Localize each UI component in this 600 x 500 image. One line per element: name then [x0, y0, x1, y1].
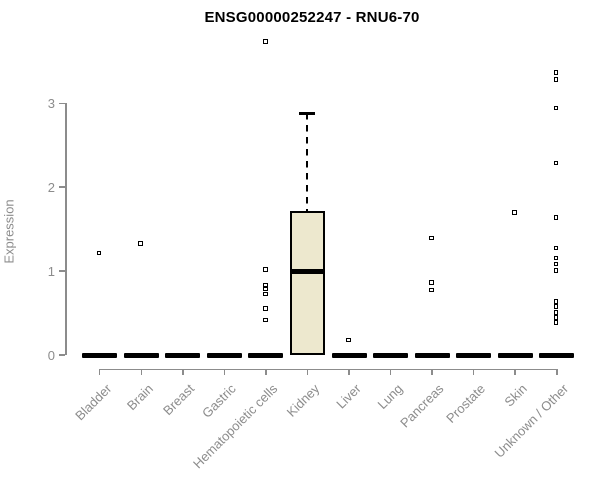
outlier-point: [429, 287, 434, 293]
y-tick-label: 1: [47, 263, 55, 279]
x-category-label: Brain: [123, 381, 156, 414]
y-axis-tick: [59, 186, 65, 188]
outlier-point: [263, 317, 268, 323]
flat-box-zero: [82, 352, 118, 358]
x-axis-line: [99, 368, 557, 370]
x-category-label: Liver: [333, 381, 364, 412]
outlier-point: [553, 70, 559, 75]
outlier-point: [553, 77, 559, 82]
x-axis-tick: [140, 368, 142, 375]
x-axis-tick: [389, 368, 392, 375]
x-category-label: Kidney: [283, 381, 323, 420]
whisker-line: [306, 113, 309, 211]
x-axis-tick: [556, 368, 558, 375]
y-axis-label: Expression: [1, 199, 17, 264]
x-axis-tick: [514, 368, 516, 375]
outlier-point: [138, 241, 143, 246]
outlier-point: [553, 105, 559, 111]
outlier-point: [553, 255, 559, 261]
x-category-label: Unknown / Other: [491, 381, 572, 461]
outlier-point: [553, 299, 559, 304]
flat-box-zero: [331, 352, 367, 358]
flat-box-zero: [497, 352, 533, 358]
outlier-point: [553, 315, 559, 320]
flat-box-zero: [123, 352, 159, 358]
x-category-label: Bladder: [72, 381, 115, 424]
chart-title: ENSG00000252247 - RNU6-70: [204, 9, 420, 26]
x-axis-tick: [348, 368, 350, 375]
outlier-point: [96, 250, 102, 256]
x-axis-tick: [265, 368, 267, 375]
outlier-point: [263, 282, 268, 288]
flat-box-zero: [373, 352, 409, 358]
outlier-point: [263, 306, 268, 311]
outlier-point: [553, 261, 559, 267]
outlier-point: [553, 245, 559, 251]
whisker-cap: [299, 112, 316, 115]
x-category-label: Breast: [160, 381, 198, 419]
outlier-point: [263, 267, 268, 272]
outlier-point: [553, 304, 559, 309]
y-tick-label: 2: [47, 179, 55, 195]
x-axis-tick: [98, 368, 101, 375]
flat-box-zero: [165, 352, 201, 358]
x-axis-tick: [306, 368, 309, 375]
x-category-label: Pancreas: [397, 381, 447, 431]
x-axis-tick: [472, 368, 475, 375]
outlier-point: [263, 291, 268, 297]
y-tick-label: 0: [47, 347, 55, 363]
y-tick-label: 3: [47, 95, 55, 111]
flat-box-zero: [539, 352, 575, 358]
x-axis-tick: [182, 368, 184, 375]
outlier-point: [512, 210, 517, 215]
x-category-label: Gastric: [199, 381, 239, 421]
outlier-point: [263, 39, 268, 44]
y-axis-tick: [59, 102, 65, 105]
outlier-point: [429, 235, 434, 241]
x-category-label: Skin: [501, 381, 530, 410]
x-category-label: Lung: [374, 381, 406, 413]
median-line: [289, 268, 325, 274]
outlier-point: [553, 215, 559, 220]
y-axis-tick: [59, 354, 65, 356]
flat-box-zero: [206, 352, 242, 358]
x-category-label: Prostate: [443, 381, 489, 426]
y-axis-tick: [59, 270, 65, 272]
outlier-point: [553, 320, 559, 325]
outlier-point: [553, 310, 559, 315]
y-axis-line: [65, 103, 67, 355]
outlier-point: [429, 280, 434, 285]
outlier-point: [553, 268, 559, 273]
flat-box-zero: [414, 352, 450, 358]
outlier-point: [553, 160, 559, 166]
outlier-point: [346, 337, 351, 343]
x-axis-tick: [431, 368, 433, 375]
flat-box-zero: [248, 352, 284, 358]
x-axis-tick: [223, 368, 226, 375]
flat-box-zero: [456, 352, 492, 358]
box-iqr: [289, 210, 325, 355]
outlier-point: [263, 286, 268, 292]
